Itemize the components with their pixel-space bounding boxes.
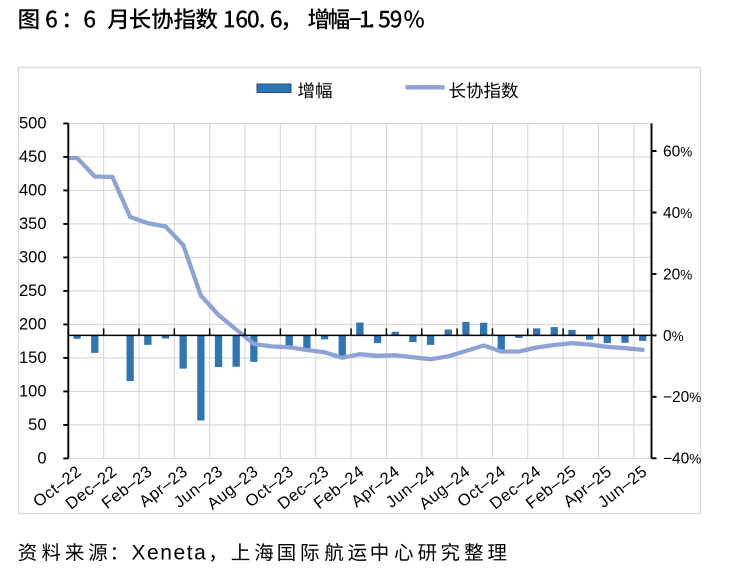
svg-text:350: 350 xyxy=(19,215,47,233)
svg-text:−40%: −40% xyxy=(663,451,701,468)
svg-text:150: 150 xyxy=(19,349,47,367)
svg-text:−20%: −20% xyxy=(663,389,701,406)
svg-text:100: 100 xyxy=(19,383,47,401)
svg-text:200: 200 xyxy=(19,316,47,334)
svg-text:0: 0 xyxy=(37,450,46,468)
svg-text:400: 400 xyxy=(19,182,47,200)
svg-text:0%: 0% xyxy=(663,328,684,345)
svg-text:300: 300 xyxy=(19,249,47,267)
svg-text:250: 250 xyxy=(19,282,47,300)
svg-text:450: 450 xyxy=(19,148,47,166)
svg-text:20%: 20% xyxy=(663,266,692,283)
svg-text:50: 50 xyxy=(28,416,46,434)
svg-text:Xeneta: Xeneta xyxy=(132,542,208,565)
svg-text:500: 500 xyxy=(19,115,47,133)
svg-text:40%: 40% xyxy=(663,205,692,222)
svg-text:60%: 60% xyxy=(663,143,692,160)
